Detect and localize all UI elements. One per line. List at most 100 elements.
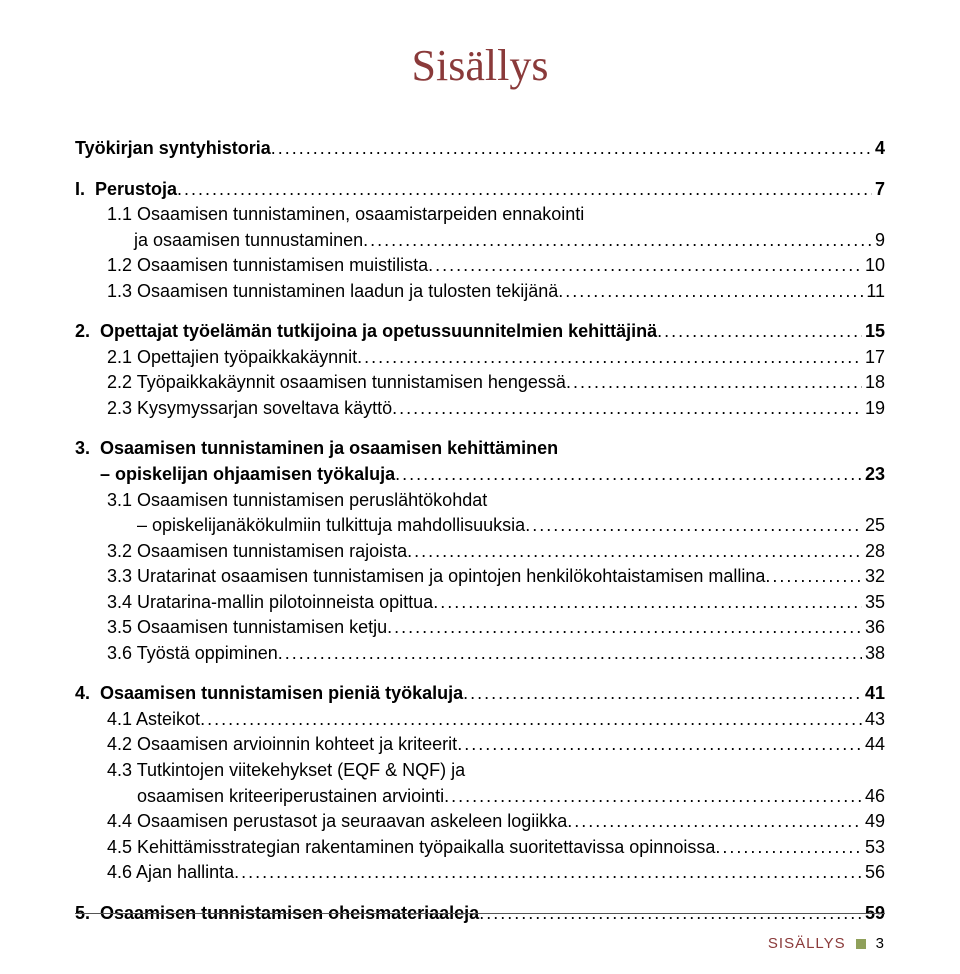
toc-page: 9 xyxy=(872,228,885,254)
toc-page: 15 xyxy=(862,319,885,345)
toc-label: 4.5 Kehittämisstrategian rakentaminen ty… xyxy=(75,835,715,861)
toc-entry: 4.3 Tutkintojen viitekehykset (EQF & NQF… xyxy=(75,758,885,784)
toc-label: 2.2 Työpaikkakäynnit osaamisen tunnistam… xyxy=(75,370,566,396)
toc-entry: 4.6 Ajan hallinta 56 xyxy=(75,860,885,886)
toc-leader xyxy=(657,319,862,345)
toc-label: 3.5 Osaamisen tunnistamisen ketju xyxy=(75,615,387,641)
toc-entry: 4.1 Asteikot 43 xyxy=(75,707,885,733)
toc-entry: 1.1 Osaamisen tunnistaminen, osaamistarp… xyxy=(75,202,885,228)
toc-leader xyxy=(392,396,862,422)
toc-page: 46 xyxy=(862,784,885,810)
toc-entry: 3.3 Uratarinat osaamisen tunnistamisen j… xyxy=(75,564,885,590)
toc-entry: – opiskelijanäkökulmiin tulkittuja mahdo… xyxy=(75,513,885,539)
toc-leader xyxy=(234,860,862,886)
toc-label: 3.3 Uratarinat osaamisen tunnistamisen j… xyxy=(75,564,765,590)
toc-page: 36 xyxy=(862,615,885,641)
toc-entry: – opiskelijan ohjaamisen työkaluja 23 xyxy=(75,462,885,488)
toc-leader xyxy=(357,345,862,371)
toc-label: 1.3 Osaamisen tunnistaminen laadun ja tu… xyxy=(75,279,558,305)
toc-label: 4.2 Osaamisen arvioinnin kohteet ja krit… xyxy=(75,732,457,758)
toc-page: 11 xyxy=(863,279,885,305)
toc-label: 1.1 Osaamisen tunnistaminen, osaamistarp… xyxy=(75,204,584,224)
toc-label: 2.1 Opettajien työpaikkakäynnit xyxy=(75,345,357,371)
toc-label: 3.4 Uratarina-mallin pilotoinneista opit… xyxy=(75,590,433,616)
toc-page: 35 xyxy=(862,590,885,616)
toc-label: – opiskelijan ohjaamisen työkaluja xyxy=(75,462,395,488)
toc-entry: 4.2 Osaamisen arvioinnin kohteet ja krit… xyxy=(75,732,885,758)
toc-leader xyxy=(278,641,862,667)
table-of-contents: Työkirjan syntyhistoria 4I. Perustoja 71… xyxy=(75,136,885,926)
toc-entry: 2. Opettajat työelämän tutkijoina ja ope… xyxy=(75,319,885,345)
toc-page: 19 xyxy=(862,396,885,422)
toc-entry: ja osaamisen tunnustaminen 9 xyxy=(75,228,885,254)
toc-label: 4. Osaamisen tunnistamisen pieniä työkal… xyxy=(75,681,463,707)
toc-leader xyxy=(715,835,862,861)
toc-leader xyxy=(177,177,872,203)
section-gap xyxy=(75,666,885,681)
toc-entry: 4.4 Osaamisen perustasot ja seuraavan as… xyxy=(75,809,885,835)
toc-entry: 1.2 Osaamisen tunnistamisen muistilista … xyxy=(75,253,885,279)
toc-entry: Työkirjan syntyhistoria 4 xyxy=(75,136,885,162)
toc-label: 3.2 Osaamisen tunnistamisen rajoista xyxy=(75,539,407,565)
toc-label: 2. Opettajat työelämän tutkijoina ja ope… xyxy=(75,319,657,345)
toc-page: 53 xyxy=(862,835,885,861)
toc-page: 44 xyxy=(862,732,885,758)
footer-label: SISÄLLYS xyxy=(768,935,846,952)
toc-page: 32 xyxy=(862,564,885,590)
footer-rule xyxy=(75,913,885,914)
toc-page: 38 xyxy=(862,641,885,667)
toc-label: 3.1 Osaamisen tunnistamisen peruslähtöko… xyxy=(75,490,487,510)
toc-page: 28 xyxy=(862,539,885,565)
toc-leader xyxy=(433,590,862,616)
toc-label: I. Perustoja xyxy=(75,177,177,203)
toc-leader xyxy=(387,615,862,641)
toc-leader xyxy=(407,539,862,565)
page-number: 3 xyxy=(876,935,885,952)
toc-entry: 3.4 Uratarina-mallin pilotoinneista opit… xyxy=(75,590,885,616)
toc-entry: 2.2 Työpaikkakäynnit osaamisen tunnistam… xyxy=(75,370,885,396)
toc-page: 4 xyxy=(872,136,885,162)
toc-leader xyxy=(525,513,862,539)
toc-label: 3.6 Työstä oppiminen xyxy=(75,641,278,667)
toc-page: 23 xyxy=(862,462,885,488)
toc-page: 43 xyxy=(862,707,885,733)
toc-page: 17 xyxy=(862,345,885,371)
toc-label: Työkirjan syntyhistoria xyxy=(75,136,271,162)
toc-label: ja osaamisen tunnustaminen xyxy=(75,228,363,254)
section-gap xyxy=(75,886,885,901)
toc-label: 2.3 Kysymyssarjan soveltava käyttö xyxy=(75,396,392,422)
toc-leader xyxy=(457,732,862,758)
toc-leader xyxy=(558,279,863,305)
toc-entry: 3.2 Osaamisen tunnistamisen rajoista 28 xyxy=(75,539,885,565)
toc-leader xyxy=(567,809,862,835)
toc-entry: osaamisen kriteeriperustainen arviointi … xyxy=(75,784,885,810)
toc-page: 49 xyxy=(862,809,885,835)
toc-leader xyxy=(765,564,862,590)
toc-label: 4.4 Osaamisen perustasot ja seuraavan as… xyxy=(75,809,567,835)
toc-entry: 4.5 Kehittämisstrategian rakentaminen ty… xyxy=(75,835,885,861)
toc-page: 10 xyxy=(862,253,885,279)
toc-label: – opiskelijanäkökulmiin tulkittuja mahdo… xyxy=(75,513,525,539)
toc-entry: 2.3 Kysymyssarjan soveltava käyttö 19 xyxy=(75,396,885,422)
toc-label: 4.6 Ajan hallinta xyxy=(75,860,234,886)
toc-page: 56 xyxy=(862,860,885,886)
toc-leader xyxy=(463,681,862,707)
toc-entry: 4. Osaamisen tunnistamisen pieniä työkal… xyxy=(75,681,885,707)
toc-entry: 3. Osaamisen tunnistaminen ja osaamisen … xyxy=(75,436,885,462)
toc-leader xyxy=(395,462,862,488)
toc-label: 4.3 Tutkintojen viitekehykset (EQF & NQF… xyxy=(75,760,465,780)
toc-entry: 3.6 Työstä oppiminen 38 xyxy=(75,641,885,667)
section-gap xyxy=(75,304,885,319)
toc-page: 25 xyxy=(862,513,885,539)
toc-page: 7 xyxy=(872,177,885,203)
toc-page: 41 xyxy=(862,681,885,707)
toc-entry: 2.1 Opettajien työpaikkakäynnit 17 xyxy=(75,345,885,371)
toc-entry: 3.5 Osaamisen tunnistamisen ketju 36 xyxy=(75,615,885,641)
toc-entry: 3.1 Osaamisen tunnistamisen peruslähtöko… xyxy=(75,488,885,514)
footer-square-icon xyxy=(856,939,866,949)
section-gap xyxy=(75,421,885,436)
toc-label: 4.1 Asteikot xyxy=(75,707,200,733)
toc-entry: I. Perustoja 7 xyxy=(75,177,885,203)
toc-entry: 1.3 Osaamisen tunnistaminen laadun ja tu… xyxy=(75,279,885,305)
toc-leader xyxy=(444,784,862,810)
